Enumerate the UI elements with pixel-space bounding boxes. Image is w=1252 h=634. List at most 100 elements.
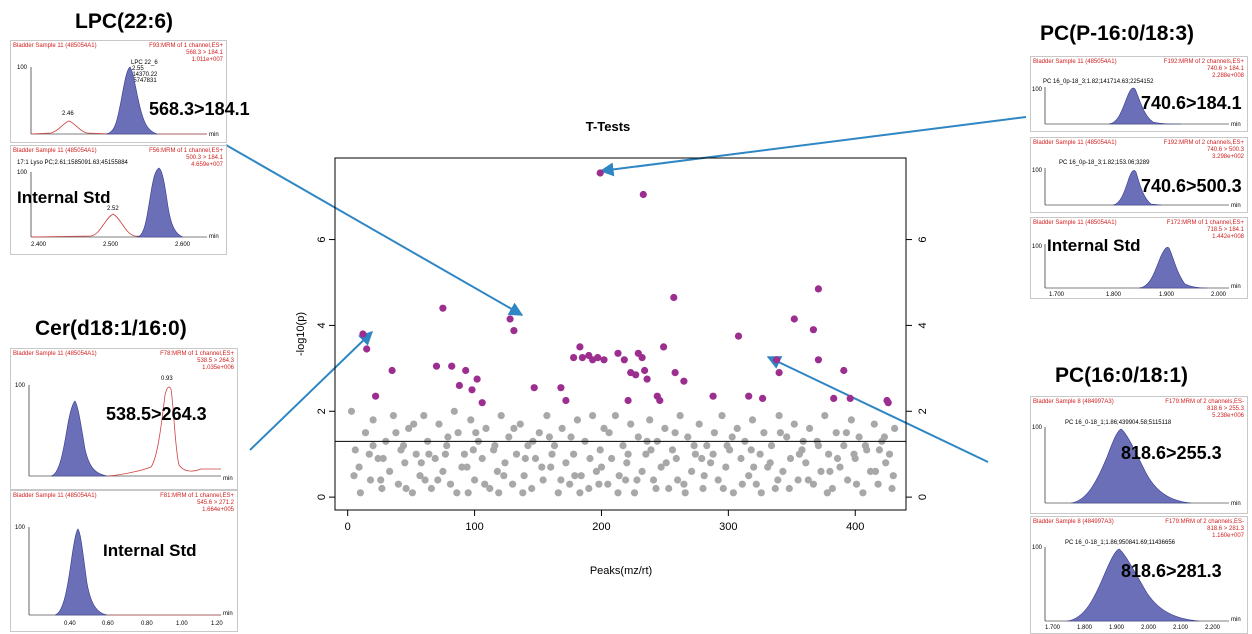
- nonsignificant-point: [596, 446, 604, 454]
- nonsignificant-point: [538, 463, 546, 471]
- nonsignificant-point: [823, 489, 831, 497]
- chromatogram-main-peak: [136, 167, 184, 238]
- x-unit: min: [1231, 203, 1241, 209]
- transition-small: 538.5 > 264.3: [197, 358, 234, 364]
- lpc-title: LPC(22:6): [75, 10, 174, 33]
- nonsignificant-point: [421, 476, 429, 484]
- method-label: F78:MRM of 1 channel,ES+: [160, 351, 234, 357]
- nonsignificant-point: [642, 450, 650, 458]
- sample-label: Bladder Sample 11 (485054A1): [1033, 140, 1117, 146]
- nonsignificant-point: [814, 442, 823, 450]
- nonsignificant-point: [783, 433, 791, 441]
- peak-annotation: PC 16_0-18_1;1.86;950841.69;11436656: [1065, 540, 1175, 546]
- nonsignificant-point: [545, 433, 553, 441]
- nonsignificant-point: [710, 429, 718, 437]
- nonsignificant-point: [662, 459, 670, 467]
- chromatogram-main-peak: [105, 66, 158, 135]
- x-axis-label: Peaks(mz/rt): [590, 565, 652, 577]
- nonsignificant-point: [861, 442, 870, 450]
- nonsignificant-point: [766, 459, 774, 467]
- nonsignificant-point: [633, 476, 641, 484]
- nonsignificant-point: [748, 416, 757, 424]
- cer-top-chromatogram: Bladder Sample 11 (485054A1) F78:MRM of …: [10, 348, 238, 490]
- nonsignificant-point: [794, 476, 802, 484]
- nonsignificant-point: [478, 454, 486, 463]
- nonsignificant-point: [728, 433, 736, 441]
- significant-point: [557, 384, 565, 392]
- nonsignificant-point: [611, 412, 619, 420]
- method-label: F179:MRM of 2 channels,ES-: [1165, 519, 1244, 525]
- nonsignificant-point: [760, 429, 768, 437]
- sample-label: Bladder Sample 11 (485054A1): [1033, 220, 1117, 226]
- intensity-label: 4.659e+007: [191, 162, 223, 168]
- significant-point: [670, 293, 678, 302]
- nonsignificant-point: [776, 429, 784, 437]
- method-label: F179:MRM of 2 channels,ES-: [1165, 399, 1244, 405]
- nonsignificant-point: [630, 489, 639, 497]
- nonsignificant-point: [870, 420, 878, 428]
- x-tick: 0.40: [64, 621, 76, 627]
- nonsignificant-point: [750, 463, 758, 471]
- significant-point: [641, 366, 649, 375]
- nonsignificant-point: [458, 463, 466, 471]
- nonsignificant-point: [486, 484, 494, 493]
- nonsignificant-point: [491, 442, 499, 450]
- significant-point: [814, 285, 823, 293]
- nonsignificant-point: [627, 420, 635, 428]
- nonsignificant-point: [882, 459, 890, 467]
- x-tick: 2.400: [31, 242, 47, 248]
- pcp-title: PC(P-16:0/18:3): [1040, 22, 1195, 45]
- nonsignificant-point: [570, 450, 578, 458]
- y-tick-label-right: 4: [917, 322, 929, 328]
- y-tick-label-right: 6: [917, 236, 929, 242]
- nonsignificant-point: [676, 412, 684, 420]
- nonsignificant-point: [889, 472, 897, 480]
- nonsignificant-point: [369, 416, 377, 424]
- y-axis-label: -log10(p): [295, 312, 307, 356]
- nonsignificant-point: [674, 476, 682, 484]
- y-tick: 100: [1032, 244, 1043, 250]
- peak-annotation: 75747831: [130, 78, 157, 84]
- significant-point: [455, 381, 463, 390]
- nonsignificant-point: [681, 489, 689, 497]
- significant-point: [506, 315, 514, 323]
- nonsignificant-point: [392, 429, 400, 437]
- nonsignificant-point: [539, 476, 547, 484]
- significant-point: [562, 396, 570, 405]
- x-tick: 1.900: [1109, 625, 1125, 631]
- significant-point: [656, 396, 664, 405]
- significant-point: [840, 366, 848, 375]
- nonsignificant-point: [871, 467, 880, 475]
- peak-annotation: PC 16_0p-18_3;1.82;153.06;3289: [1059, 160, 1150, 166]
- nonsignificant-point: [619, 442, 627, 450]
- nonsignificant-point: [408, 489, 416, 497]
- intensity-label: 5.238e+006: [1212, 413, 1244, 419]
- nonsignificant-point: [585, 484, 593, 493]
- peak-annotation: PC 16_0p-18_3;1.82;141714.63;2254152: [1043, 79, 1154, 85]
- x-tick: 1.900: [1159, 292, 1175, 298]
- nonsignificant-point: [351, 446, 359, 454]
- nonsignificant-point: [469, 446, 477, 454]
- nonsignificant-point: [649, 476, 658, 484]
- nonsignificant-point: [691, 450, 699, 458]
- nonsignificant-point: [600, 424, 608, 432]
- chromatogram-main-peak: [1112, 170, 1162, 206]
- transition-small: 545.6 > 271.2: [197, 500, 234, 506]
- nonsignificant-point: [558, 424, 566, 432]
- nonsignificant-point: [840, 442, 848, 450]
- nonsignificant-point: [550, 442, 559, 450]
- nonsignificant-point: [795, 450, 803, 458]
- nonsignificant-point: [460, 450, 468, 458]
- nonsignificant-point: [842, 429, 851, 437]
- nonsignificant-point: [680, 480, 688, 488]
- nonsignificant-point: [756, 450, 764, 458]
- nonsignificant-point: [356, 489, 364, 497]
- x-tick-label: 200: [592, 521, 610, 533]
- x-tick-label: 300: [719, 521, 737, 533]
- nonsignificant-point: [500, 472, 508, 480]
- nonsignificant-point: [665, 484, 673, 493]
- nonsignificant-point: [888, 484, 896, 493]
- nonsignificant-point: [410, 420, 418, 428]
- nonsignificant-point: [495, 489, 503, 497]
- sample-label: Bladder Sample 8 (484997A3): [1033, 399, 1114, 405]
